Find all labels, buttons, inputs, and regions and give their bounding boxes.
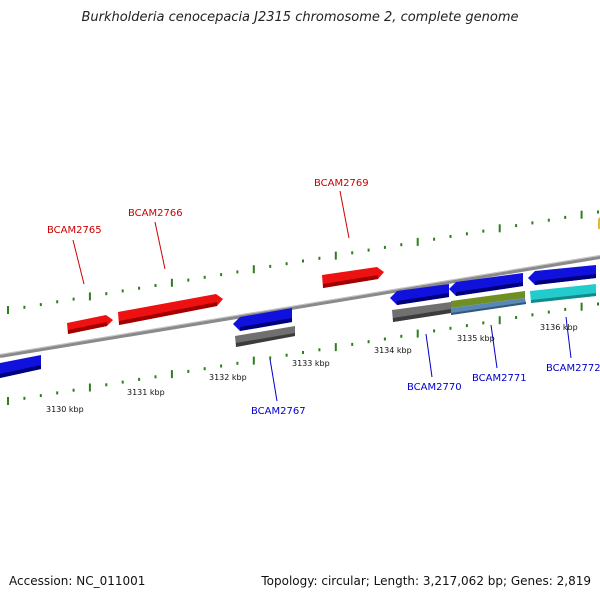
gene-label-BCAM2767[interactable]: BCAM2767 bbox=[251, 406, 306, 417]
gene-label-leaders bbox=[72, 190, 572, 402]
tick-label: 3133 kbp bbox=[292, 359, 330, 368]
reverse-strand-track bbox=[7, 302, 599, 405]
feature-olive-BCAM2771 bbox=[451, 291, 525, 308]
forward-strand-track bbox=[7, 210, 599, 314]
gene-left-edge[interactable] bbox=[0, 355, 41, 378]
gene-BCAM2769[interactable] bbox=[322, 267, 384, 288]
gene-label-BCAM2766[interactable]: BCAM2766 bbox=[128, 208, 183, 219]
gene-label-BCAM2772[interactable]: BCAM2772 bbox=[546, 363, 600, 374]
accession-text: Accession: NC_011001 bbox=[9, 574, 146, 588]
backbone-highlight bbox=[0, 255, 600, 355]
genome-summary-text: Topology: circular; Length: 3,217,062 bp… bbox=[261, 574, 591, 588]
gene-label-BCAM2765[interactable]: BCAM2765 bbox=[47, 225, 102, 236]
feature-grey-BCAM2770 bbox=[392, 302, 451, 322]
tick-label: 3132 kbp bbox=[209, 373, 247, 382]
tick-label: 3134 kbp bbox=[374, 346, 412, 355]
feature-cyan-BCAM2772 bbox=[530, 284, 596, 303]
gene-BCAM2770[interactable] bbox=[390, 284, 449, 305]
map-title: Burkholderia cenocepacia J2315 chromosom… bbox=[81, 10, 519, 25]
gene-label-BCAM2769[interactable]: BCAM2769 bbox=[314, 178, 369, 189]
gene-BCAM2765[interactable] bbox=[67, 315, 113, 334]
feature-steel-BCAM2771 bbox=[451, 298, 526, 315]
gene-BCAM2771[interactable] bbox=[449, 273, 523, 296]
gene-label-BCAM2770[interactable]: BCAM2770 bbox=[407, 382, 462, 393]
gene-BCAM2767[interactable] bbox=[233, 308, 292, 331]
gene-BCAM2766[interactable] bbox=[118, 294, 223, 325]
gene-BCAM2772[interactable] bbox=[528, 265, 596, 285]
gene-label-BCAM2771[interactable]: BCAM2771 bbox=[472, 373, 527, 384]
tick-label: 3136 kbp bbox=[540, 323, 578, 332]
chromosome-backbone bbox=[0, 255, 600, 358]
tick-label: 3135 kbp bbox=[457, 334, 495, 343]
tick-label: 3131 kbp bbox=[127, 388, 165, 397]
tick-label: 3130 kbp bbox=[46, 405, 84, 414]
feature-grey-BCAM2767 bbox=[235, 326, 295, 347]
